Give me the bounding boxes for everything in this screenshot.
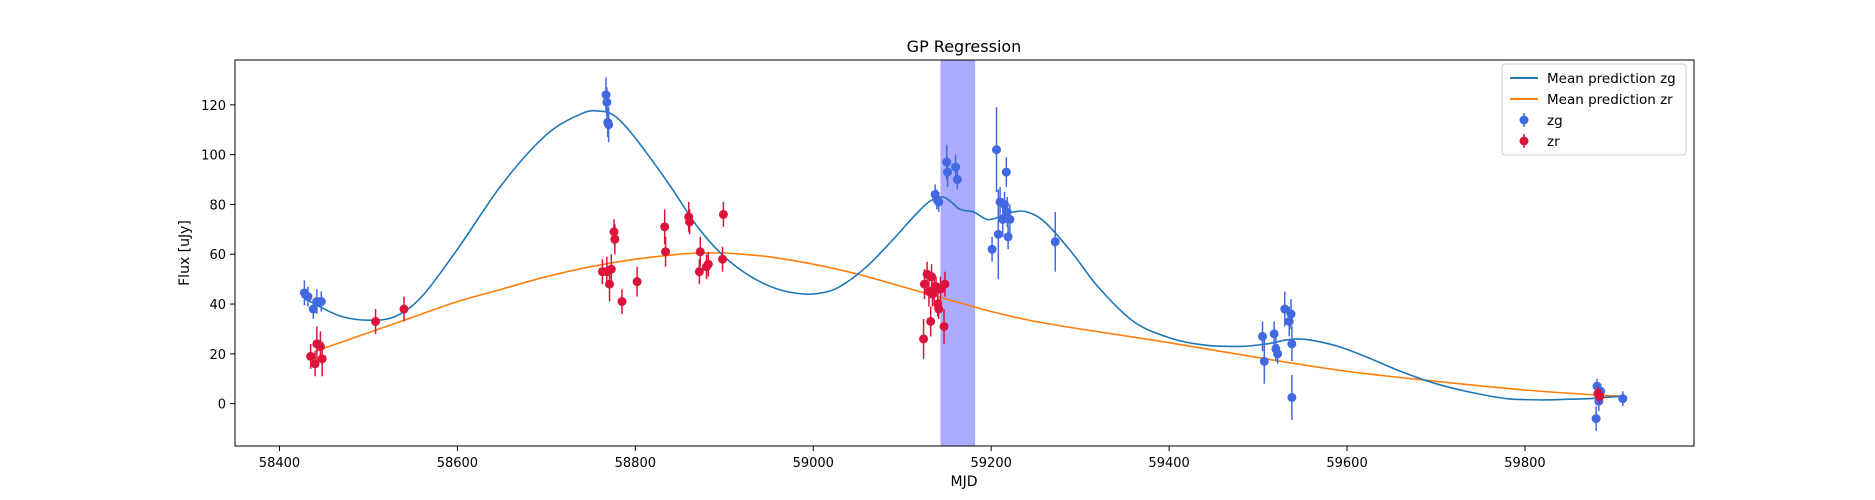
- point-zg: [604, 120, 614, 130]
- x-tick-label: 58600: [437, 456, 478, 471]
- y-tick-label: 20: [209, 348, 226, 363]
- point-zg: [951, 162, 961, 172]
- point-zg: [1001, 167, 1011, 177]
- point-zg: [308, 304, 318, 314]
- point-zr: [919, 334, 929, 344]
- y-tick-label: 120: [201, 99, 226, 114]
- legend-label-zr-prediction: Mean prediction zr: [1547, 92, 1673, 108]
- legend-marker-zr: [1519, 136, 1529, 146]
- point-zg: [1003, 232, 1013, 242]
- legend-label-zg-prediction: Mean prediction zg: [1547, 71, 1676, 87]
- point-zg: [1280, 304, 1290, 314]
- x-tick-label: 59000: [793, 456, 834, 471]
- point-zg: [952, 175, 962, 185]
- point-zr: [606, 264, 616, 274]
- legend-label-zr: zr: [1547, 134, 1560, 150]
- x-tick-label: 59800: [1504, 456, 1545, 471]
- point-zg: [1050, 237, 1060, 247]
- point-zr: [703, 259, 713, 269]
- point-zg: [1259, 356, 1269, 366]
- legend-box: [1501, 63, 1687, 156]
- y-axis-ticks: 0 20 40 60 80 100 120: [201, 99, 235, 413]
- point-zr: [310, 359, 320, 369]
- point-zr: [399, 304, 409, 314]
- point-zg: [993, 229, 1003, 239]
- point-zg: [1273, 349, 1283, 359]
- point-zg: [1286, 309, 1296, 319]
- point-zg: [601, 90, 611, 100]
- point-zr: [609, 227, 619, 237]
- chart-title: GP Regression: [907, 37, 1022, 56]
- y-tick-label: 60: [209, 248, 226, 263]
- point-zg: [1005, 214, 1015, 224]
- point-zg: [1287, 392, 1297, 402]
- point-zr: [660, 222, 670, 232]
- point-zr: [661, 247, 671, 257]
- point-zr: [940, 279, 950, 289]
- x-tick-label: 58800: [615, 456, 656, 471]
- point-zr: [926, 316, 936, 326]
- point-zr: [605, 279, 615, 289]
- mean-prediction-zg-line: [301, 109, 1623, 401]
- point-zg: [316, 297, 326, 307]
- legend-label-zg: zg: [1547, 113, 1563, 129]
- point-zr: [718, 254, 728, 264]
- point-zr: [1595, 391, 1605, 401]
- point-zr: [632, 277, 642, 287]
- point-zr: [306, 351, 316, 361]
- point-zg: [1618, 394, 1628, 404]
- point-zr: [317, 354, 327, 364]
- x-tick-label: 59400: [1148, 456, 1189, 471]
- point-zr: [610, 234, 620, 244]
- point-zg: [934, 197, 944, 207]
- point-zr: [694, 267, 704, 277]
- x-tick-label: 59200: [971, 456, 1012, 471]
- point-zr: [934, 304, 944, 314]
- point-zr: [685, 217, 695, 227]
- point-zr: [617, 297, 627, 307]
- highlight-band: [940, 60, 976, 446]
- point-zg: [1591, 414, 1601, 424]
- point-zg: [1258, 331, 1268, 341]
- mean-prediction-layer: [301, 109, 1623, 401]
- mean-prediction-zr-line: [314, 252, 1623, 397]
- x-axis-label: MJD: [951, 474, 978, 490]
- point-zg: [602, 97, 612, 107]
- point-zr: [695, 247, 705, 257]
- point-zr: [371, 316, 381, 326]
- point-zg: [303, 292, 313, 302]
- highlight-band-layer: [940, 60, 976, 446]
- point-zr: [315, 341, 325, 351]
- y-tick-label: 40: [209, 298, 226, 313]
- point-zr: [718, 209, 728, 219]
- x-axis-ticks: 58400 58600 58800 59000 59200 59400 59600 59800: [259, 446, 1546, 471]
- legend: Mean prediction zg Mean prediction zr zg…: [1501, 63, 1687, 156]
- point-zg: [1284, 316, 1294, 326]
- point-zg: [992, 145, 1002, 155]
- x-tick-label: 58400: [259, 456, 300, 471]
- point-zg: [987, 244, 997, 254]
- legend-marker-zg: [1519, 115, 1529, 125]
- point-zg: [998, 214, 1008, 224]
- data-points-layer: [299, 77, 1628, 432]
- y-tick-label: 80: [209, 198, 226, 213]
- point-zr: [939, 321, 949, 331]
- point-zg: [1269, 329, 1279, 339]
- y-axis-label: Flux [uJy]: [177, 220, 193, 286]
- point-zg: [942, 157, 952, 167]
- plot-frame: [234, 59, 1695, 447]
- y-tick-label: 0: [218, 398, 226, 413]
- point-zg: [1287, 339, 1297, 349]
- point-zg: [943, 167, 953, 177]
- y-tick-label: 100: [201, 149, 226, 164]
- x-tick-label: 59600: [1326, 456, 1367, 471]
